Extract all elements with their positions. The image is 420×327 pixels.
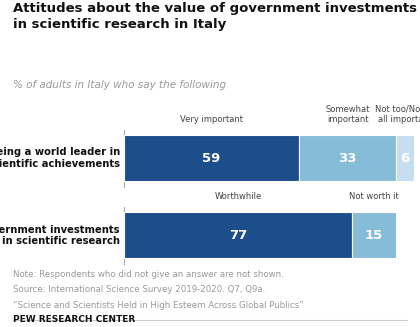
Text: 33: 33: [338, 152, 357, 165]
Text: Very important: Very important: [180, 115, 243, 124]
Text: PEW RESEARCH CENTER: PEW RESEARCH CENTER: [13, 315, 135, 324]
Text: “Science and Scientists Held in High Esteem Across Global Publics”: “Science and Scientists Held in High Est…: [13, 301, 303, 310]
Text: 15: 15: [365, 229, 383, 242]
Bar: [396, 135, 414, 181]
Text: Source: International Science Survey 2019-2020. Q7, Q9a.: Source: International Science Survey 201…: [13, 285, 265, 295]
Text: % of adults in Italy who say the following: % of adults in Italy who say the followi…: [13, 80, 226, 90]
Text: Not too/Not at
all important: Not too/Not at all important: [375, 105, 420, 124]
Text: Worthwhile: Worthwhile: [215, 192, 262, 201]
Text: Government investments
in scientific research: Government investments in scientific res…: [0, 225, 120, 246]
Text: 6: 6: [401, 152, 410, 165]
Text: Note: Respondents who did not give an answer are not shown.: Note: Respondents who did not give an an…: [13, 270, 284, 279]
Bar: [299, 135, 396, 181]
Text: Not worth it: Not worth it: [349, 192, 399, 201]
Text: Attitudes about the value of government investments
in scientific research in It: Attitudes about the value of government …: [13, 2, 417, 31]
Bar: [124, 135, 299, 181]
Bar: [352, 213, 396, 258]
Text: Somewhat
important: Somewhat important: [326, 105, 370, 124]
Text: Being a world leader in
scientific achievements: Being a world leader in scientific achie…: [0, 147, 120, 169]
Bar: [124, 213, 352, 258]
Text: 59: 59: [202, 152, 220, 165]
Text: 77: 77: [229, 229, 247, 242]
